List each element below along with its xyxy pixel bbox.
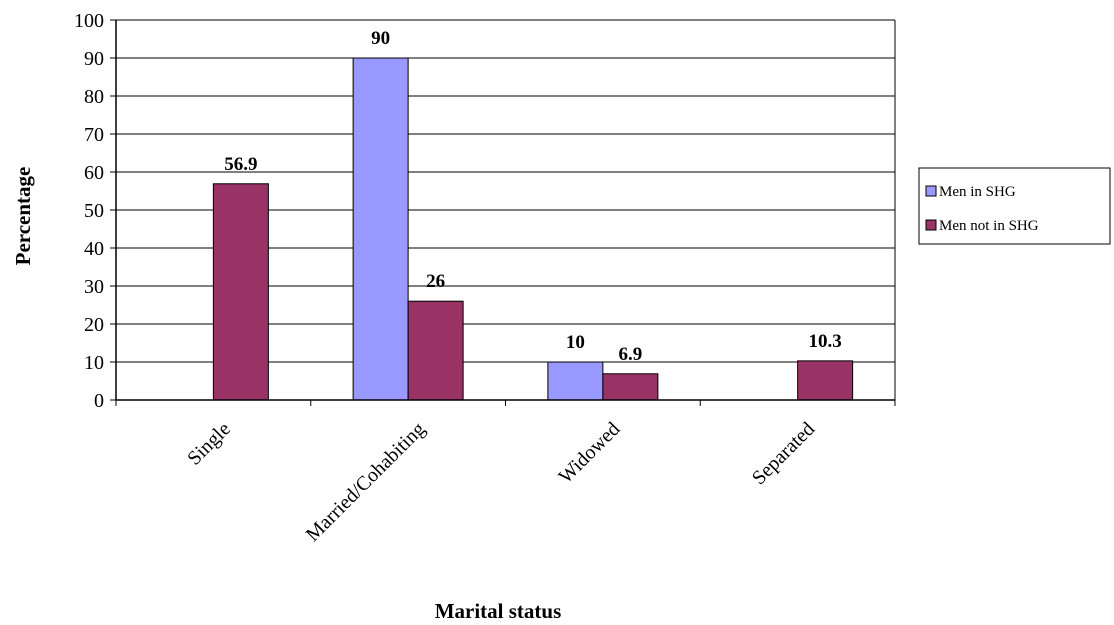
y-tick-label-60: 60 <box>84 162 104 184</box>
axes <box>110 19 896 406</box>
labels: 0 10 20 30 40 50 60 70 80 90 100 56.9 Single 90 26 Marr… <box>74 10 842 546</box>
y-tick-label-20: 20 <box>84 314 104 336</box>
bar-men-not-in-shg-single <box>212 183 269 401</box>
legend-label-men-not-in-shg: Men not in SHG <box>939 218 1039 234</box>
legend-swatch-men-not-in-shg <box>925 219 937 231</box>
x-tick-label-single: Single <box>183 418 235 470</box>
y-axis-title: Percentage <box>11 167 35 266</box>
data-label-men-not-in-shg-widowed: 6.9 <box>619 344 643 365</box>
data-label-men-not-in-shg-separated: 10.3 <box>809 331 842 352</box>
bar-men-not-in-shg-married-cohabiting <box>407 300 464 401</box>
x-tick-label-widowed: Widowed <box>554 418 624 488</box>
y-tick-label-70: 70 <box>84 124 104 146</box>
data-label-men-not-in-shg-single: 56.9 <box>224 154 257 175</box>
data-label-men-in-shg-married-cohabiting: 90 <box>371 28 390 49</box>
bar-men-in-shg-married-cohabiting <box>352 57 409 401</box>
y-tick-label-10: 10 <box>84 352 104 374</box>
y-tick-label-40: 40 <box>84 238 104 260</box>
y-tick-label-80: 80 <box>84 86 104 108</box>
bar-men-in-shg-widowed <box>547 361 604 401</box>
bar-men-not-in-shg-widowed <box>602 373 659 401</box>
y-tick-label-50: 50 <box>84 200 104 222</box>
data-label-men-not-in-shg-married-cohabiting: 26 <box>426 271 445 292</box>
y-tick-label-100: 100 <box>74 10 104 32</box>
bar-men-not-in-shg-separated <box>797 360 854 401</box>
legend-label-men-in-shg: Men in SHG <box>939 184 1016 200</box>
x-axis-title: Marital status <box>435 599 562 623</box>
legend: Men in SHG Men not in SHG <box>918 167 1111 245</box>
y-tick-label-90: 90 <box>84 48 104 70</box>
y-tick-label-0: 0 <box>94 390 104 412</box>
y-tick-label-30: 30 <box>84 276 104 298</box>
x-tick-label-separated: Separated <box>748 418 819 489</box>
bars <box>212 57 854 401</box>
legend-swatch-men-in-shg <box>925 185 937 197</box>
data-label-men-in-shg-widowed: 10 <box>566 332 585 353</box>
legend-box <box>918 167 1111 245</box>
x-tick-label-married-cohabiting: Married/Cohabiting <box>302 418 430 546</box>
